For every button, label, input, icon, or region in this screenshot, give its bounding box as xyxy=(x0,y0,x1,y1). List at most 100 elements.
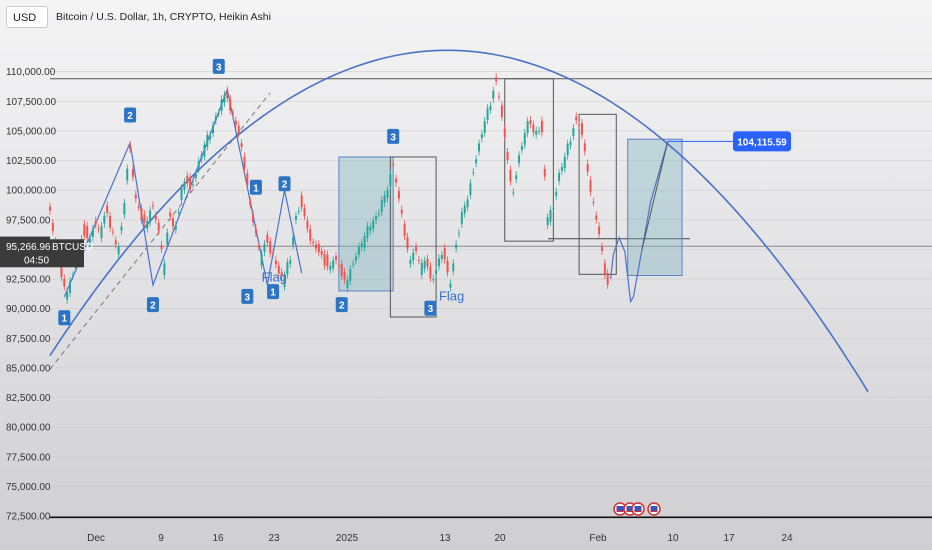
candle-body xyxy=(529,120,532,125)
candle-body xyxy=(294,216,297,220)
candle-body xyxy=(71,275,74,277)
candle-body xyxy=(212,125,215,134)
candle-body xyxy=(240,143,243,148)
candle-body xyxy=(600,246,603,251)
y-tick-label: 102,500.00 xyxy=(6,156,56,167)
candle-body xyxy=(166,232,169,245)
candle-body xyxy=(332,260,335,269)
candle-body xyxy=(546,217,549,226)
candle-body xyxy=(160,245,163,249)
wave-label-text: 2 xyxy=(282,180,288,191)
wave-label-box xyxy=(58,310,71,326)
event-flag xyxy=(634,506,642,511)
x-tick-label: 10 xyxy=(667,533,679,544)
candle-body xyxy=(492,90,495,99)
candle-body xyxy=(478,143,480,152)
candle-body xyxy=(426,258,429,267)
candle-body xyxy=(254,229,257,233)
grid-lines xyxy=(50,71,932,517)
candle-body xyxy=(226,90,229,99)
candle-body xyxy=(94,220,97,225)
candle-body xyxy=(457,233,460,235)
y-tick-label: 77,500.00 xyxy=(6,452,51,463)
wave-label-text: 2 xyxy=(339,301,345,312)
candle-body xyxy=(437,258,440,267)
wave-label-text: 1 xyxy=(62,314,68,325)
candle-body xyxy=(449,283,452,288)
candle-body xyxy=(532,124,535,133)
wave-label: 2 xyxy=(278,176,291,192)
candle-body xyxy=(149,210,152,223)
wave-label-text: 3 xyxy=(428,304,434,315)
candle-body xyxy=(123,202,126,215)
candle-body xyxy=(380,200,383,212)
candle-body xyxy=(203,144,206,157)
candle-body xyxy=(509,169,512,182)
candle-body xyxy=(257,246,260,248)
candle-body xyxy=(286,262,289,275)
target-price-label[interactable]: 104,115.59 xyxy=(667,131,791,152)
wave-label-box xyxy=(212,58,225,74)
dashed-trend-line xyxy=(49,92,271,370)
candle-body xyxy=(154,215,157,220)
candle-body xyxy=(412,252,415,261)
candle-body xyxy=(603,263,606,276)
candle-body xyxy=(538,130,541,132)
wave-label: 1 xyxy=(249,179,262,195)
candle-body xyxy=(452,263,455,272)
candle-body xyxy=(389,174,392,187)
wave-label-text: 1 xyxy=(270,288,276,299)
candle-body xyxy=(486,108,489,120)
currency-selector[interactable]: USD xyxy=(6,6,48,28)
candle-body xyxy=(400,209,403,214)
economic-events[interactable] xyxy=(613,502,661,516)
candle-body xyxy=(197,161,200,170)
pattern-box xyxy=(578,113,617,275)
candle-body xyxy=(395,178,398,183)
wave-label-text: 2 xyxy=(150,301,156,312)
price-label-text: 95,266.96 xyxy=(6,242,51,253)
pattern-box xyxy=(338,156,394,292)
candle-body xyxy=(335,256,337,261)
wave-label-text: 3 xyxy=(390,132,396,143)
candle-body xyxy=(272,252,275,254)
wave-label-box xyxy=(387,128,400,144)
candle-body xyxy=(206,134,209,147)
y-tick-label: 87,500.00 xyxy=(6,334,51,345)
candle-body xyxy=(320,250,323,255)
candle-body xyxy=(383,195,386,203)
candle-body xyxy=(460,211,463,224)
candle-body xyxy=(540,120,543,133)
wave-label-text: 3 xyxy=(216,62,222,73)
wave-label: 3 xyxy=(424,300,437,316)
candle-body xyxy=(269,241,272,254)
candle-body xyxy=(589,180,592,193)
wave-label-box xyxy=(335,297,348,313)
candle-body xyxy=(289,259,292,264)
candle-body xyxy=(512,192,515,194)
candle-body xyxy=(180,188,183,201)
candle-body xyxy=(69,281,72,293)
candle-body xyxy=(372,220,375,229)
candle-body xyxy=(598,226,601,235)
candle-body xyxy=(314,244,317,249)
pattern-box xyxy=(627,138,683,277)
candle-body xyxy=(111,231,114,233)
candle-body xyxy=(489,105,492,110)
event-flag-icon xyxy=(647,502,661,516)
candle-body xyxy=(183,181,186,190)
candle-body xyxy=(237,125,240,134)
price-countdown-text: 04:50 xyxy=(24,255,49,266)
target-arrow xyxy=(641,141,669,250)
x-axis-ticks: Dec 9 16 23 2025 13 20 Feb 10 17 24 xyxy=(87,533,793,544)
candle-body xyxy=(63,278,66,287)
candle-body xyxy=(186,175,189,184)
candle-body xyxy=(572,128,575,137)
candle-body xyxy=(475,159,478,164)
candle-body xyxy=(292,237,295,246)
candle-body xyxy=(194,174,197,178)
candle-body xyxy=(366,226,369,238)
candle-body xyxy=(575,116,578,121)
wave-label-text: 2 xyxy=(127,111,133,122)
